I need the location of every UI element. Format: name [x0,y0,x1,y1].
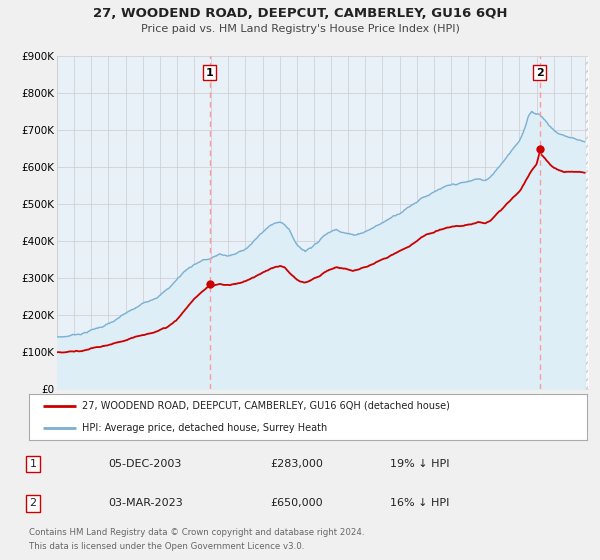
Text: Contains HM Land Registry data © Crown copyright and database right 2024.: Contains HM Land Registry data © Crown c… [29,528,364,536]
Text: 27, WOODEND ROAD, DEEPCUT, CAMBERLEY, GU16 6QH: 27, WOODEND ROAD, DEEPCUT, CAMBERLEY, GU… [93,7,507,20]
Text: HPI: Average price, detached house, Surrey Heath: HPI: Average price, detached house, Surr… [82,423,327,433]
Text: 27, WOODEND ROAD, DEEPCUT, CAMBERLEY, GU16 6QH (detached house): 27, WOODEND ROAD, DEEPCUT, CAMBERLEY, GU… [82,400,449,410]
Text: 2: 2 [536,68,544,78]
Text: 05-DEC-2003: 05-DEC-2003 [108,459,181,469]
Text: 1: 1 [206,68,214,78]
Text: Price paid vs. HM Land Registry's House Price Index (HPI): Price paid vs. HM Land Registry's House … [140,24,460,34]
Text: 16% ↓ HPI: 16% ↓ HPI [390,498,449,508]
Text: £283,000: £283,000 [270,459,323,469]
Text: This data is licensed under the Open Government Licence v3.0.: This data is licensed under the Open Gov… [29,542,304,550]
Text: 1: 1 [29,459,37,469]
Text: 19% ↓ HPI: 19% ↓ HPI [390,459,449,469]
Text: 2: 2 [29,498,37,508]
Text: 03-MAR-2023: 03-MAR-2023 [108,498,183,508]
Text: £650,000: £650,000 [270,498,323,508]
